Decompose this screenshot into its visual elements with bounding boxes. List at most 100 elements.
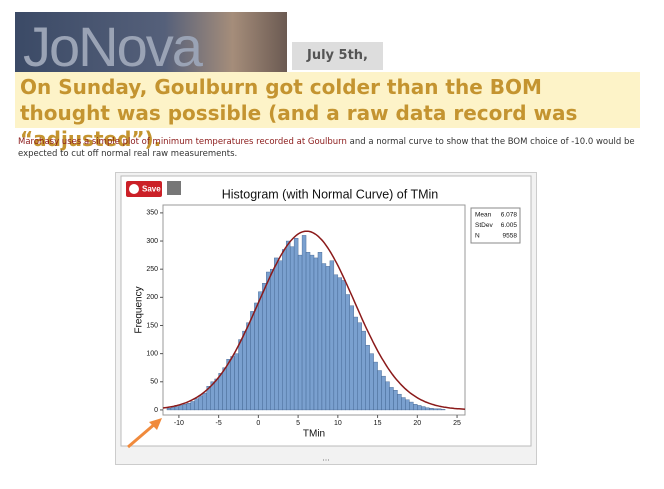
bar	[389, 387, 394, 411]
x-tick-label: 20	[413, 420, 421, 427]
bar	[285, 240, 291, 411]
save-label[interactable]: Save	[142, 185, 161, 194]
y-tick-label: 200	[146, 294, 158, 301]
bar	[297, 254, 303, 411]
bar	[178, 405, 184, 411]
normal-curve	[162, 230, 466, 410]
bar	[274, 257, 279, 411]
intro-text: and a normal curve to show that the BOM …	[18, 137, 635, 159]
y-axis-label: Frequency	[134, 286, 145, 333]
bar	[385, 381, 390, 411]
bar	[250, 311, 255, 411]
bar	[377, 370, 382, 411]
bar	[198, 395, 203, 411]
bar	[317, 252, 323, 411]
bar	[254, 302, 259, 411]
more[interactable]: ...	[322, 452, 330, 462]
stats-box	[470, 207, 521, 244]
bar	[313, 257, 319, 411]
bar	[214, 378, 219, 411]
chart-title: Histogram (with Normal Curve) of TMin	[222, 187, 439, 201]
stat-label: Mean	[475, 212, 492, 219]
bar	[417, 405, 422, 411]
x-tick-label: 25	[453, 420, 461, 427]
bar	[289, 246, 295, 411]
stat-value: 6.005	[501, 222, 518, 229]
bar	[393, 390, 398, 411]
bar	[301, 235, 307, 411]
bar	[194, 398, 199, 411]
bar	[349, 305, 354, 411]
y-tick-label: 250	[146, 266, 158, 273]
x-tick-label: 0	[256, 420, 260, 427]
bar	[262, 283, 267, 411]
bar	[333, 274, 339, 411]
bar	[369, 353, 374, 411]
bar	[401, 397, 406, 411]
bar	[425, 407, 430, 411]
bar	[226, 359, 231, 411]
bar	[190, 401, 195, 411]
bar	[353, 316, 358, 411]
bar	[170, 406, 176, 411]
x-tick-label: -10	[174, 420, 184, 427]
stat-label: N	[475, 233, 480, 240]
x-axis-label: TMin	[303, 429, 325, 440]
y-tick-label: 0	[154, 407, 158, 414]
site-banner[interactable]: JoNova	[15, 12, 287, 75]
site-name[interactable]: JoNova	[23, 15, 203, 75]
bar	[309, 254, 315, 411]
bar	[433, 408, 438, 411]
bar	[242, 330, 247, 411]
bar	[373, 361, 378, 411]
pin-icon[interactable]	[129, 184, 139, 194]
y-tick-label: 150	[146, 322, 158, 329]
bar	[365, 344, 370, 411]
bar	[230, 356, 235, 411]
bar	[337, 277, 343, 411]
y-tick-label: 50	[150, 379, 158, 386]
bar	[440, 409, 446, 411]
bar	[409, 401, 414, 411]
bar	[413, 404, 418, 411]
stat-value: 6.078	[501, 212, 518, 219]
y-tick-label: 300	[146, 238, 158, 245]
bar	[329, 260, 335, 411]
bar	[345, 294, 350, 411]
post-date: July 5th, 2017	[292, 42, 383, 91]
x-tick-label: 5	[296, 420, 300, 427]
y-tick-label: 100	[146, 350, 158, 357]
bar	[381, 375, 386, 411]
bar	[361, 330, 366, 411]
x-tick-label: 15	[374, 420, 382, 427]
bar	[266, 271, 271, 411]
bar	[258, 291, 263, 411]
bar	[166, 408, 172, 411]
bar	[270, 268, 275, 411]
bar	[325, 266, 331, 411]
bar	[186, 402, 192, 411]
bar	[405, 399, 410, 411]
bar	[421, 406, 426, 411]
bar	[341, 280, 346, 411]
bar	[222, 367, 227, 411]
stat-value: 9558	[503, 233, 518, 240]
bar	[357, 322, 362, 411]
bar	[218, 373, 223, 411]
bar	[182, 404, 188, 411]
post-intro: Marohasy uses a simple plot of minimum t…	[18, 136, 648, 160]
post-title: On Sunday, Goulburn got colder than the …	[15, 72, 640, 151]
chart-panel: Save ... Histogram (with Normal Curve) o…	[115, 172, 537, 465]
bar	[282, 249, 287, 411]
zoom-button[interactable]	[167, 181, 181, 195]
intro-link[interactable]: Marohasy uses a simple plot of minimum t…	[18, 137, 347, 147]
bar	[174, 406, 180, 411]
bar	[305, 252, 311, 411]
bar	[278, 260, 283, 411]
bar	[321, 263, 327, 411]
bar	[202, 392, 207, 411]
bar	[238, 339, 243, 411]
bar	[397, 393, 402, 411]
bar	[293, 238, 299, 411]
